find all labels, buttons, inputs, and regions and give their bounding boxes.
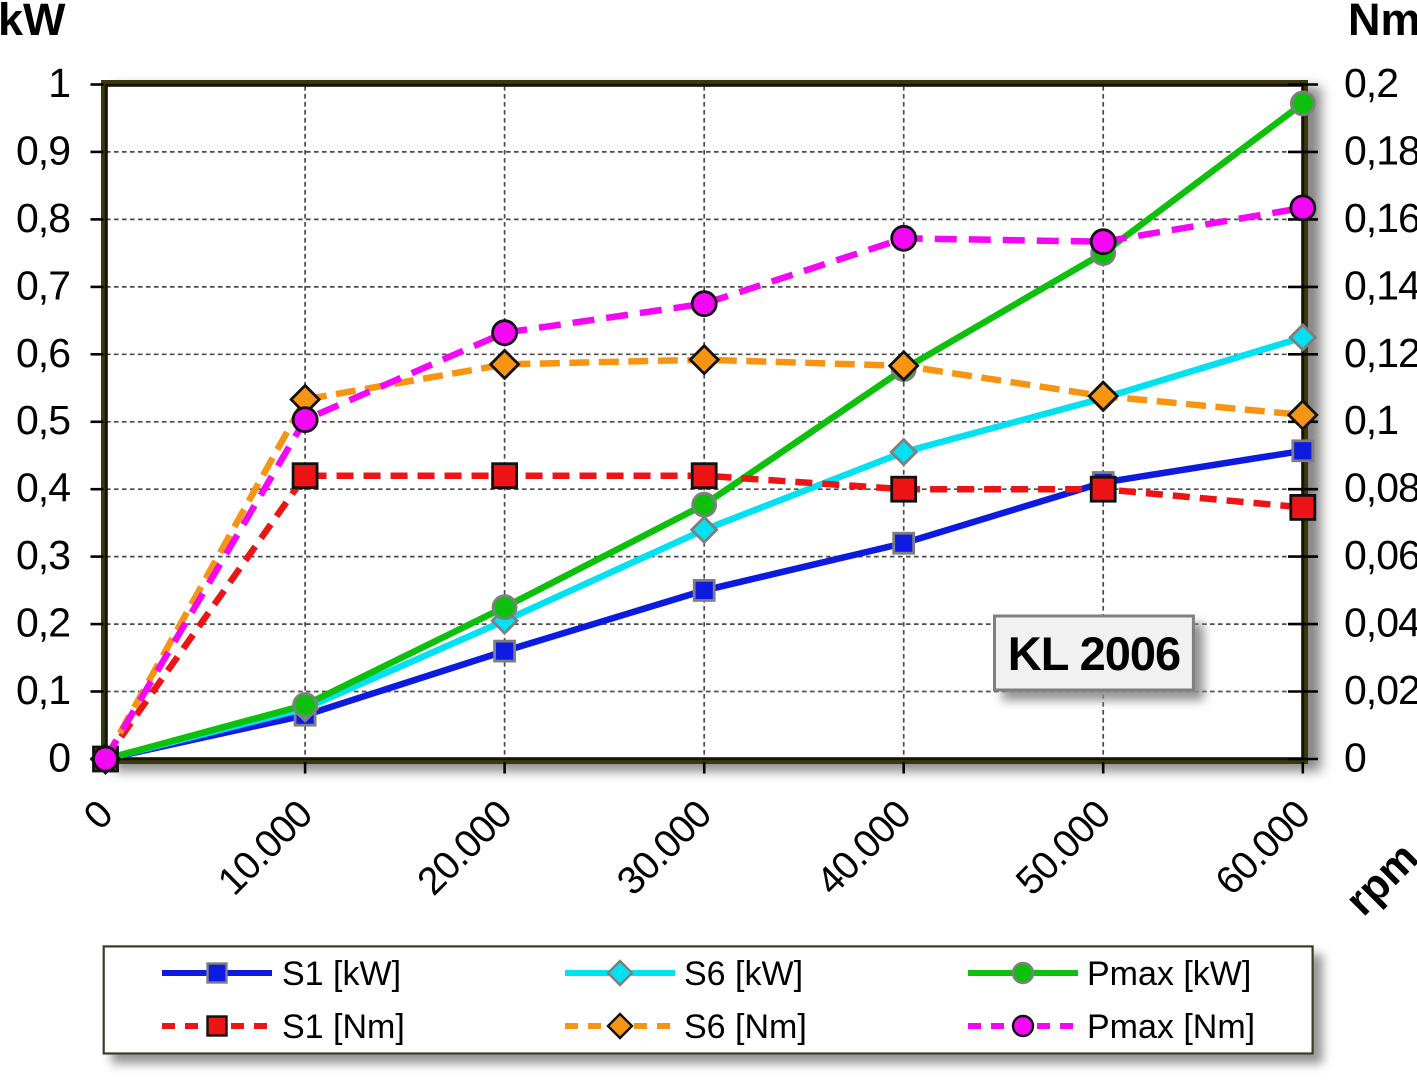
svg-text:Pmax [kW]: Pmax [kW] — [1087, 955, 1251, 993]
svg-text:0: 0 — [48, 735, 70, 781]
svg-text:0,8: 0,8 — [16, 195, 70, 241]
svg-text:KL 2006: KL 2006 — [1008, 627, 1180, 680]
svg-text:kW: kW — [0, 0, 66, 45]
svg-text:S6 [Nm]: S6 [Nm] — [684, 1008, 807, 1046]
svg-text:Pmax [Nm]: Pmax [Nm] — [1087, 1008, 1255, 1046]
svg-text:0,12: 0,12 — [1344, 330, 1417, 376]
svg-text:0,1: 0,1 — [16, 667, 70, 713]
svg-text:0,5: 0,5 — [16, 397, 70, 443]
svg-text:0,2: 0,2 — [16, 600, 70, 646]
svg-text:0,06: 0,06 — [1344, 532, 1417, 578]
svg-text:S1 [kW]: S1 [kW] — [282, 955, 401, 993]
svg-text:0,18: 0,18 — [1344, 127, 1417, 173]
svg-text:0,14: 0,14 — [1344, 262, 1417, 308]
svg-text:0,08: 0,08 — [1344, 465, 1417, 511]
svg-text:0,2: 0,2 — [1344, 60, 1398, 106]
svg-text:1: 1 — [48, 60, 70, 106]
svg-text:0,9: 0,9 — [16, 127, 70, 173]
svg-text:0: 0 — [1344, 735, 1366, 781]
svg-text:0,02: 0,02 — [1344, 667, 1417, 713]
svg-text:0,1: 0,1 — [1344, 397, 1398, 443]
svg-text:0,16: 0,16 — [1344, 195, 1417, 241]
svg-text:S6 [kW]: S6 [kW] — [684, 955, 803, 993]
svg-text:0,7: 0,7 — [16, 262, 70, 308]
svg-text:0,3: 0,3 — [16, 532, 70, 578]
svg-text:0,4: 0,4 — [16, 465, 70, 511]
svg-text:Nm: Nm — [1348, 0, 1417, 45]
svg-text:0,04: 0,04 — [1344, 600, 1417, 646]
svg-text:S1 [Nm]: S1 [Nm] — [282, 1008, 405, 1046]
svg-text:0,6: 0,6 — [16, 330, 70, 376]
